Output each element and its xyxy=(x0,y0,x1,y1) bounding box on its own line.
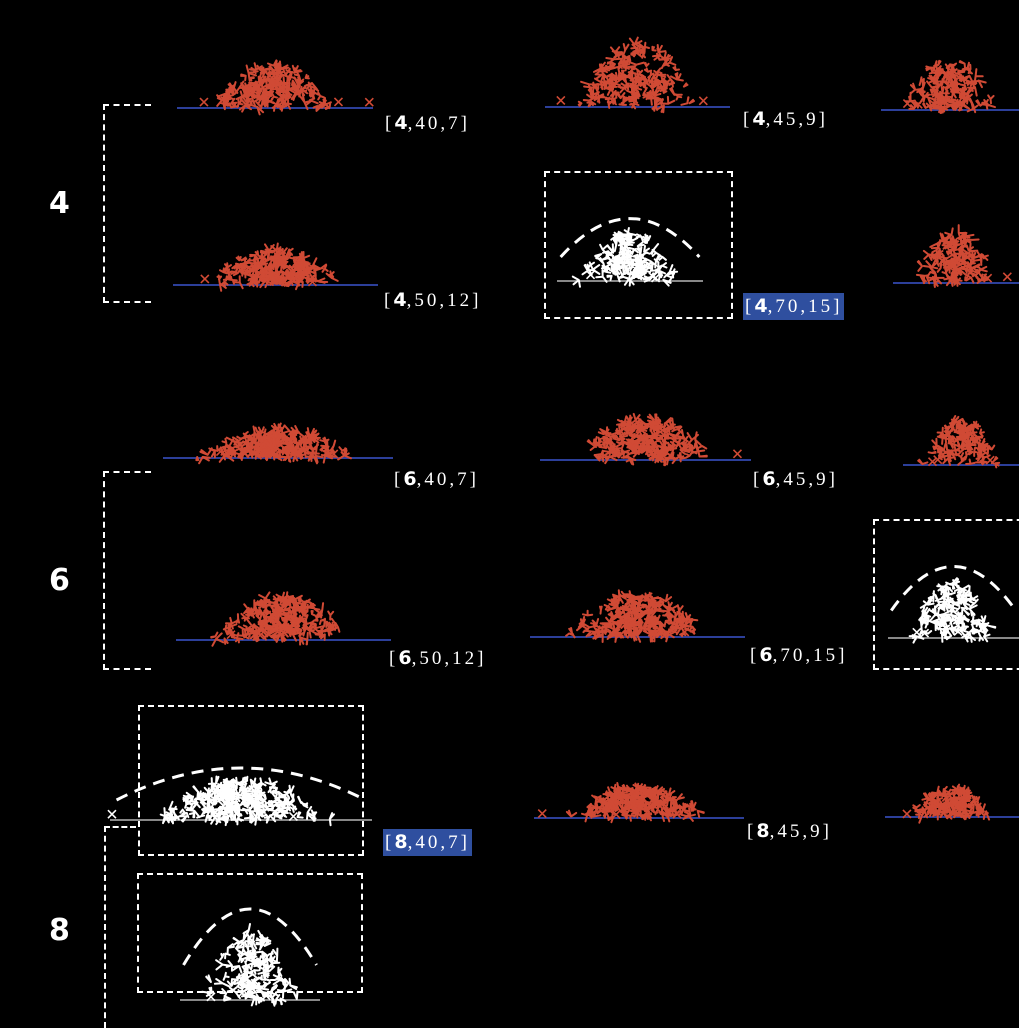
row-bracket-6 xyxy=(103,471,151,670)
pile-8-x-bot1 xyxy=(180,907,320,1007)
pile-4-x-top3 xyxy=(881,59,1019,114)
param-label: [6,50,12] xyxy=(389,647,487,669)
pile-4-70-15 xyxy=(557,217,703,288)
param-label: [8,45,9] xyxy=(747,820,832,842)
param-label-highlighted: [4,70,15] xyxy=(743,293,845,320)
pile-4-50-12 xyxy=(173,242,378,292)
pile-8-40-7 xyxy=(107,766,372,827)
parameter-grid: 4 6 8 [4,40,7] [4,45,9] [4,50,12] [4,70,… xyxy=(49,36,1019,1028)
selection-frame xyxy=(138,705,364,856)
pile-6-45-9 xyxy=(540,412,751,467)
pile-6-50-12 xyxy=(176,591,391,647)
pile-4-45-9 xyxy=(545,36,730,114)
param-label: [4,40,7] xyxy=(385,112,470,134)
param-label-highlighted: [8,40,7] xyxy=(383,829,472,856)
row-label-4: 4 xyxy=(49,186,70,221)
pile-6-x-top3 xyxy=(903,415,1019,469)
selection-frame xyxy=(544,171,733,319)
param-label: [4,45,9] xyxy=(743,108,828,130)
pile-4-40-7 xyxy=(177,59,374,116)
pile-6-x-bot3 xyxy=(888,565,1019,644)
row-bracket-4 xyxy=(103,104,151,303)
pile-6-70-15 xyxy=(530,589,745,643)
param-label: [4,50,12] xyxy=(384,289,482,311)
pile-8-x-top3 xyxy=(885,783,1019,824)
pile-4-x-bot3 xyxy=(893,224,1019,288)
row-bracket-8 xyxy=(104,826,136,1028)
pile-8-45-9 xyxy=(534,782,744,824)
selection-frame xyxy=(873,519,1019,670)
pile-6-40-7 xyxy=(163,422,393,465)
param-label: [6,45,9] xyxy=(753,468,838,490)
param-label: [6,70,15] xyxy=(750,644,848,666)
row-label-6: 6 xyxy=(49,563,70,598)
param-label: [6,40,7] xyxy=(394,468,479,490)
row-label-8: 8 xyxy=(49,913,70,948)
